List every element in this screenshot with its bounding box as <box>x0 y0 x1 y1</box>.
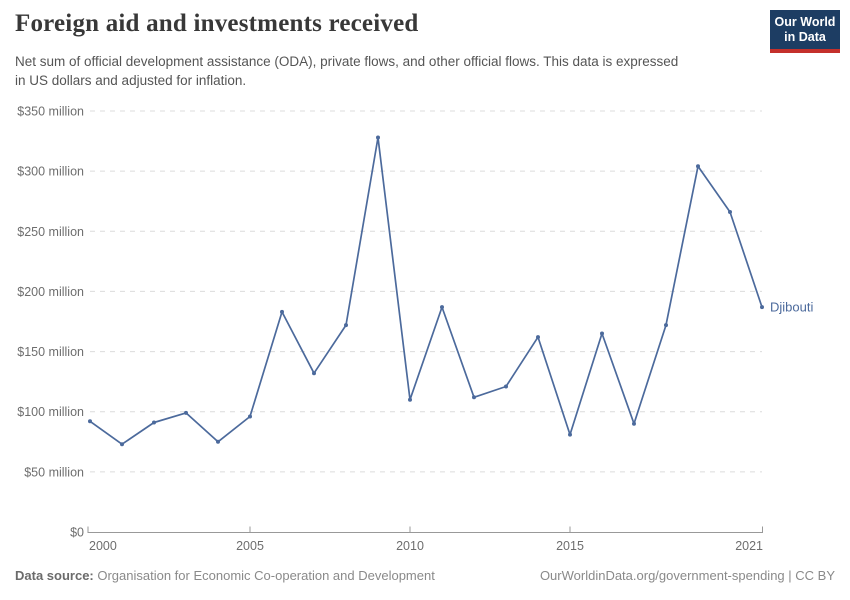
chart-subtitle-line1: Net sum of official development assistan… <box>15 54 679 69</box>
chart-subtitle: Net sum of official development assistan… <box>15 52 678 90</box>
data-source: Data source: Organisation for Economic C… <box>15 568 435 583</box>
y-axis-tick-label: $200 million <box>17 285 84 299</box>
data-point <box>376 135 380 140</box>
owid-logo-line2: in Data <box>784 30 826 44</box>
y-axis-tick-label: $0 <box>70 526 84 540</box>
data-point <box>152 420 156 425</box>
owid-logo[interactable]: Our World in Data <box>770 10 840 53</box>
y-axis-tick-label: $250 million <box>17 225 84 239</box>
x-axis-tick-label: 2021 <box>735 539 763 553</box>
chart-footer: Data source: Organisation for Economic C… <box>15 568 835 583</box>
data-point <box>280 309 284 314</box>
x-axis-tick-label: 2005 <box>236 539 264 553</box>
data-point <box>504 384 508 389</box>
data-point <box>472 395 476 400</box>
data-point <box>632 421 636 426</box>
chart-title: Foreign aid and investments received <box>15 10 419 37</box>
y-axis-tick-label: $300 million <box>17 165 84 179</box>
data-point <box>536 335 540 340</box>
data-point <box>600 331 604 336</box>
y-axis-tick-label: $100 million <box>17 405 84 419</box>
data-point <box>728 210 732 214</box>
data-point <box>248 414 252 419</box>
data-point <box>664 323 668 328</box>
data-point <box>696 164 700 169</box>
data-source-value: Organisation for Economic Co-operation a… <box>93 568 435 583</box>
owid-logo-line1: Our World <box>774 15 836 29</box>
data-point <box>312 371 316 376</box>
entity-label: Djibouti <box>770 300 813 315</box>
data-point <box>88 419 92 424</box>
data-point <box>120 442 124 447</box>
data-source-label: Data source: <box>15 568 94 583</box>
chart-subtitle-line2: in US dollars and adjusted for inflation… <box>15 73 247 88</box>
line-series-djibouti <box>89 136 763 446</box>
data-point <box>568 432 572 437</box>
footer-link[interactable]: OurWorldinData.org/government-spending |… <box>539 568 835 583</box>
x-axis-tick-label: 2010 <box>396 539 424 553</box>
y-axis-tick-label: $150 million <box>17 345 84 359</box>
x-axis-line <box>87 526 763 533</box>
data-point <box>216 439 220 444</box>
x-axis-tick-label: 2015 <box>556 539 584 553</box>
data-point <box>184 410 188 415</box>
y-axis-tick-label: $350 million <box>17 105 84 119</box>
data-point <box>344 323 348 328</box>
y-axis-tick-label: $50 million <box>24 465 84 479</box>
data-point <box>760 305 764 310</box>
data-point <box>408 397 412 402</box>
x-axis-tick-label: 2000 <box>89 539 117 553</box>
data-point <box>440 305 444 310</box>
